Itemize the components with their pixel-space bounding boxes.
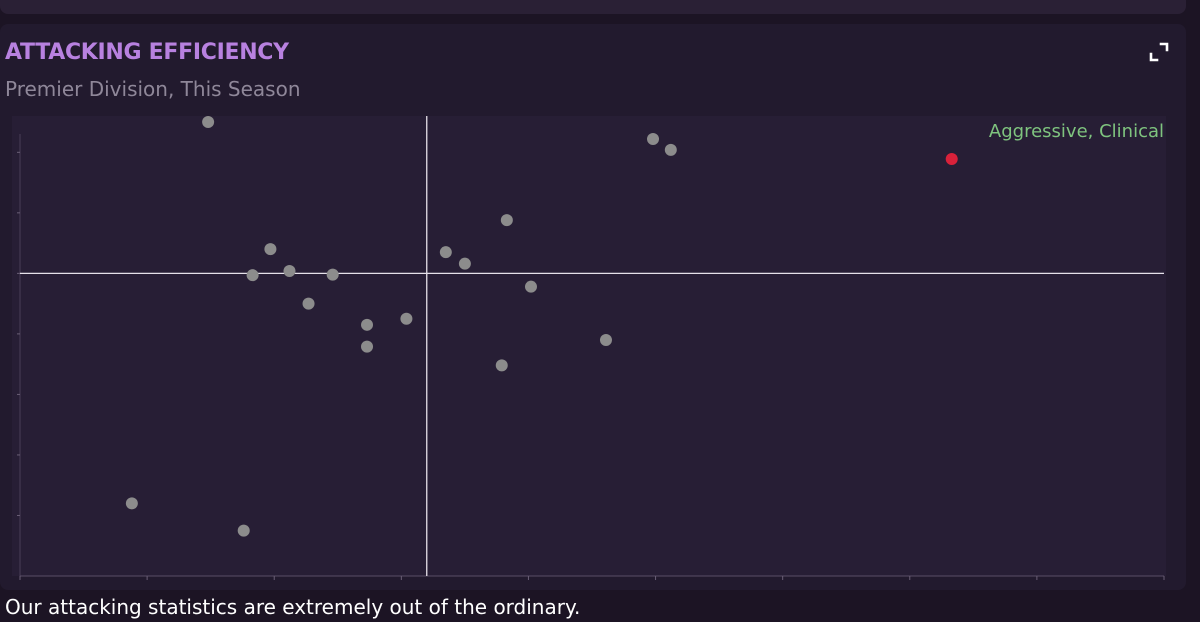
- team-point: [400, 312, 413, 325]
- team-point: [283, 264, 296, 277]
- expand-button[interactable]: [1147, 40, 1171, 64]
- widget-subtitle: Premier Division, This Season: [5, 77, 301, 101]
- team-point: [361, 318, 374, 331]
- top-panel: [0, 0, 1186, 14]
- team-point: [664, 143, 677, 156]
- team-point: [495, 359, 508, 372]
- widget-title: ATTACKING EFFICIENCY: [5, 40, 289, 65]
- team-point: [202, 116, 215, 129]
- team-point: [524, 280, 537, 293]
- team-point: [599, 333, 612, 346]
- team-point: [302, 297, 315, 310]
- team-point: [500, 214, 513, 227]
- team-point: [125, 497, 138, 510]
- quadrant-label: Aggressive, Clinical: [989, 121, 1164, 142]
- team-point: [264, 243, 277, 256]
- highlighted-team-point: [945, 152, 958, 165]
- team-point: [326, 268, 339, 281]
- plot-background: [12, 116, 1166, 576]
- team-point: [458, 257, 471, 270]
- team-point: [647, 133, 660, 145]
- expand-icon: [1149, 42, 1169, 62]
- team-point: [237, 524, 250, 537]
- team-point: [361, 340, 374, 353]
- team-point: [246, 269, 259, 282]
- team-point: [439, 246, 452, 259]
- insight-caption: Our attacking statistics are extremely o…: [5, 595, 581, 619]
